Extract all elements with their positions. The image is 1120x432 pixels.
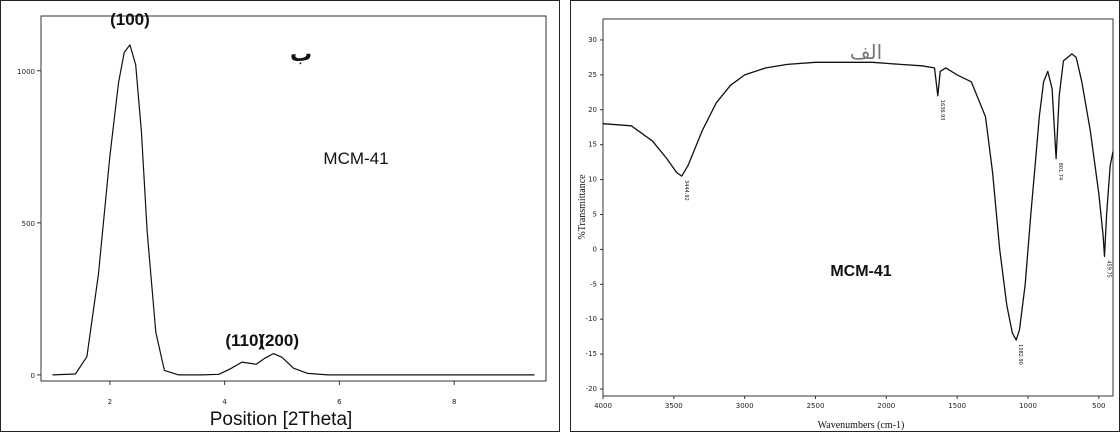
y-tick-label: 0 bbox=[31, 372, 35, 380]
x-tick-label: 2 bbox=[108, 398, 112, 406]
y-tick-label: 25 bbox=[588, 71, 597, 79]
x-axis-label: Position [2Theta] bbox=[210, 409, 353, 430]
x-tick-label: 500 bbox=[1092, 402, 1105, 410]
x-tick-label: 6 bbox=[337, 398, 342, 406]
sample-label: MCM-41 bbox=[830, 263, 891, 280]
peak-annotation: 801.74 bbox=[1057, 163, 1063, 181]
y-tick-label: -15 bbox=[586, 350, 597, 358]
x-tick-label: 3000 bbox=[736, 402, 754, 410]
y-tick-label: 10 bbox=[588, 176, 597, 184]
y-tick-label: 30 bbox=[588, 36, 597, 44]
x-tick-label: 2000 bbox=[877, 402, 895, 410]
ftir-chart-panel: 30 25 20 15 10 5 0 -5 -10 -15 -20 4000 3500 3000 2500 2… bbox=[570, 0, 1120, 432]
y-tick-label: 15 bbox=[588, 141, 597, 149]
peak-annotation: 459.75 bbox=[1106, 260, 1112, 278]
x-tick-label: 2500 bbox=[807, 402, 825, 410]
y-tick-label: 20 bbox=[588, 106, 597, 114]
panel-label: الف bbox=[850, 40, 882, 64]
ftir-chart-svg: 30 25 20 15 10 5 0 -5 -10 -15 -20 4000 3500 3000 2500 2… bbox=[577, 18, 1114, 431]
peak-label: (100) bbox=[110, 10, 150, 29]
x-tick-label: 4 bbox=[222, 398, 227, 406]
x-tick-label: 1500 bbox=[948, 402, 966, 410]
x-tick-label: 3500 bbox=[665, 402, 683, 410]
peak-label: (200) bbox=[259, 331, 299, 350]
xrd-chart-panel: 0 500 1000 2 4 6 8 (100) (110) (200) ب MCM-41 Positi… bbox=[0, 0, 560, 432]
plot-frame bbox=[40, 15, 547, 382]
plot-frame bbox=[602, 18, 1114, 397]
peak-annotation: 1082.90 bbox=[1017, 344, 1023, 365]
y-tick-label: -20 bbox=[586, 385, 597, 393]
y-tick-label: -10 bbox=[586, 315, 597, 323]
sample-label: MCM-41 bbox=[323, 149, 388, 168]
xrd-chart-svg: 0 500 1000 2 4 6 8 (100) (110)(200) ب MCM-41 Positi… bbox=[17, 10, 547, 430]
peak-annotation: 1636.93 bbox=[939, 100, 945, 121]
y-tick-label: -5 bbox=[590, 280, 597, 288]
ftir-line bbox=[602, 53, 1114, 341]
y-tick-label: 0 bbox=[593, 245, 597, 253]
x-tick-label: 8 bbox=[452, 398, 456, 406]
x-tick-label: 4000 bbox=[594, 402, 612, 410]
x-axis-label: Wavenumbers (cm-1) bbox=[818, 420, 905, 431]
y-tick-label: 500 bbox=[22, 220, 35, 228]
y-tick-label: 1000 bbox=[17, 68, 35, 76]
y-tick-label: 5 bbox=[593, 210, 597, 218]
y-axis-label: %Transmittance bbox=[577, 174, 588, 240]
peak-label: (110) bbox=[225, 331, 264, 350]
xrd-line bbox=[52, 44, 535, 376]
x-tick-label: 1000 bbox=[1019, 402, 1037, 410]
panel-label: ب bbox=[290, 42, 312, 67]
peak-annotation: 3444.92 bbox=[683, 180, 689, 201]
